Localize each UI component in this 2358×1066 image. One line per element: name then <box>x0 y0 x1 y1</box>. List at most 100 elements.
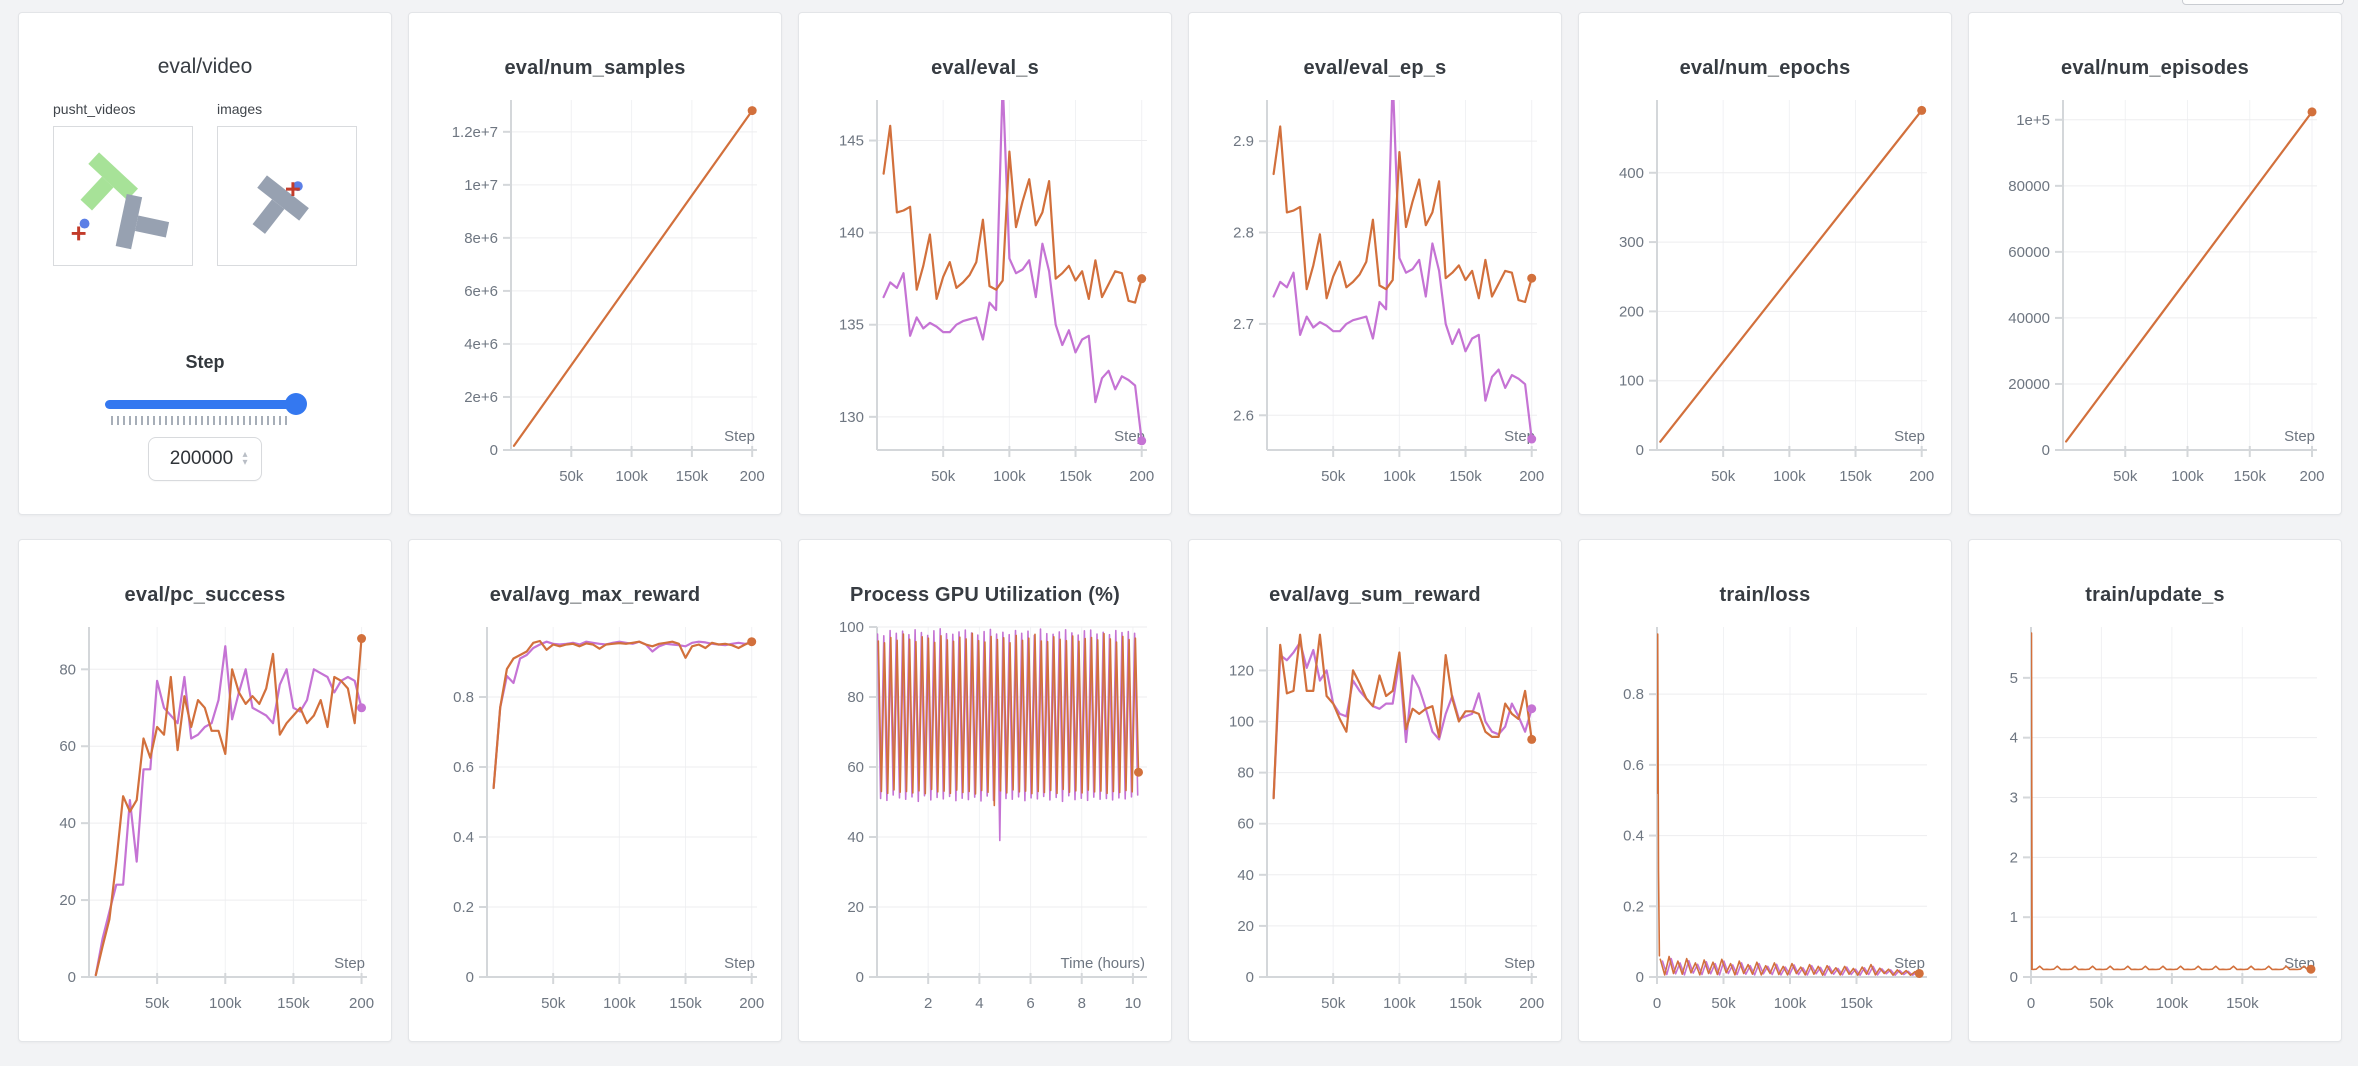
svg-text:0.6: 0.6 <box>1623 757 1644 774</box>
chart-panel: eval/pc_success 0 20 40 60 80 50k 100k 150k 200 St… <box>18 539 392 1042</box>
cropped-panel-edge <box>2182 0 2344 5</box>
pusht-scene-image <box>252 175 309 234</box>
svg-text:2e+6: 2e+6 <box>464 389 498 406</box>
svg-text:150k: 150k <box>277 995 310 1012</box>
chart-plot[interactable]: 0 20000 40000 60000 80000 1e+5 50k 100k 150k 200 S… <box>1969 84 2341 500</box>
svg-text:50k: 50k <box>559 468 584 485</box>
chart-plot[interactable]: 0 0.2 0.4 0.6 0.8 50k 100k 150k 200 Step <box>409 611 781 1027</box>
svg-text:0.6: 0.6 <box>453 759 474 776</box>
thumbnail-images[interactable]: images <box>217 101 357 266</box>
svg-text:1e+7: 1e+7 <box>464 177 498 194</box>
svg-text:100k: 100k <box>209 995 242 1012</box>
chart-panel: eval/eval_s 130 135 140 145 50k 100k 150k 200 Ste… <box>798 12 1172 515</box>
step-slider-label: Step <box>185 352 225 372</box>
step-number-input-box[interactable]: ▴ ▾ <box>148 437 262 481</box>
svg-text:3: 3 <box>2010 790 2018 807</box>
svg-text:50k: 50k <box>541 995 566 1012</box>
svg-text:4e+6: 4e+6 <box>464 336 498 353</box>
svg-text:8: 8 <box>1078 995 1086 1012</box>
thumbnail-label: images <box>217 101 263 117</box>
svg-text:100k: 100k <box>993 468 1026 485</box>
step-number-input[interactable] <box>162 447 241 471</box>
svg-text:120: 120 <box>1229 662 1254 679</box>
chart-plot[interactable]: 0 20 40 60 80 50k 100k 150k 200 Step <box>19 611 391 1027</box>
pusht-scene-image <box>71 152 170 250</box>
number-steppers[interactable]: ▴ ▾ <box>242 449 248 468</box>
chart-title: eval/eval_s <box>931 57 1039 79</box>
svg-text:40: 40 <box>59 815 76 832</box>
chart-title: eval/avg_max_reward <box>489 584 701 606</box>
chart-plot[interactable]: 0 0.2 0.4 0.6 0.8 0 50k 100k 150k Step <box>1579 611 1951 1027</box>
svg-text:200: 200 <box>2300 468 2325 485</box>
svg-text:8e+6: 8e+6 <box>464 230 498 247</box>
svg-text:40: 40 <box>1237 867 1254 884</box>
svg-text:100: 100 <box>1229 714 1254 731</box>
images-frame[interactable] <box>217 126 357 266</box>
chart-panel: eval/avg_sum_reward 0 20 40 60 80 100 120 50k 100… <box>1188 539 1562 1042</box>
slider-thumb[interactable] <box>285 393 307 415</box>
x-axis-label: Step <box>1504 955 1535 972</box>
svg-text:200: 200 <box>1619 303 1644 320</box>
svg-text:2.7: 2.7 <box>1233 316 1254 333</box>
svg-text:150k: 150k <box>1449 995 1482 1012</box>
chart-plot[interactable]: 0 20 40 60 80 100 120 50k 100k 150k 200 Step <box>1189 611 1561 1027</box>
slider-track[interactable] <box>105 400 303 409</box>
chart-panel: Process GPU Utilization (%) 0 20 40 60 80 100 2… <box>798 539 1172 1042</box>
chart-title: Process GPU Utilization (%) <box>850 584 1120 606</box>
svg-text:80: 80 <box>1237 765 1254 782</box>
svg-text:2: 2 <box>2010 849 2018 866</box>
gray-t-shape <box>252 175 309 234</box>
chart-panel: eval/num_epochs 0 100 200 300 400 50k 100k 150k 2… <box>1578 12 1952 515</box>
chart-title: eval/eval_ep_s <box>1303 57 1447 79</box>
svg-text:150k: 150k <box>2233 468 2266 485</box>
x-axis-label: Step <box>724 955 755 972</box>
svg-text:50k: 50k <box>1711 468 1736 485</box>
svg-text:60: 60 <box>1237 816 1254 833</box>
x-axis-label: Step <box>1504 428 1535 445</box>
chart-plot[interactable]: 0 20 40 60 80 100 2 4 6 8 10 Time (hours) <box>799 611 1171 1027</box>
chart-panel: eval/avg_max_reward 0 0.2 0.4 0.6 0.8 50k 100k 1… <box>408 539 782 1042</box>
stepper-up-icon[interactable]: ▴ <box>242 449 248 460</box>
svg-text:6e+6: 6e+6 <box>464 283 498 300</box>
x-axis-label: Time (hours) <box>1061 955 1145 972</box>
svg-text:50k: 50k <box>1321 995 1346 1012</box>
chart-plot[interactable]: 0 2e+6 4e+6 6e+6 8e+6 1e+7 1.2e+7 50k 100k 150k 20… <box>409 84 781 500</box>
svg-text:135: 135 <box>839 317 864 334</box>
svg-text:140: 140 <box>839 225 864 242</box>
svg-text:60: 60 <box>59 738 76 755</box>
svg-text:0.2: 0.2 <box>1623 898 1644 915</box>
svg-text:2.8: 2.8 <box>1233 225 1254 242</box>
panel-title: eval/video <box>157 55 253 78</box>
svg-text:60: 60 <box>847 759 864 776</box>
svg-text:2.9: 2.9 <box>1233 133 1254 150</box>
chart-panel: train/loss 0 0.2 0.4 0.6 0.8 0 50k 100k 150k Step <box>1578 539 1952 1042</box>
svg-text:0: 0 <box>1636 969 1644 986</box>
chart-title: train/update_s <box>2085 584 2225 606</box>
chart-plot[interactable]: 2.6 2.7 2.8 2.9 50k 100k 150k 200 Step <box>1189 84 1561 500</box>
svg-text:100k: 100k <box>1773 468 1806 485</box>
thumbnail-pusht-videos[interactable]: pusht_videos <box>53 101 193 266</box>
svg-text:20000: 20000 <box>2008 376 2050 393</box>
chart-plot[interactable]: 0 100 200 300 400 50k 100k 150k 200 Step <box>1579 84 1951 500</box>
svg-text:50k: 50k <box>2113 468 2138 485</box>
svg-text:0.4: 0.4 <box>453 829 474 846</box>
svg-text:40000: 40000 <box>2008 310 2050 327</box>
svg-text:200: 200 <box>740 468 765 485</box>
svg-text:0.4: 0.4 <box>1623 828 1644 845</box>
green-t-shape <box>80 152 138 211</box>
svg-text:50k: 50k <box>145 995 170 1012</box>
svg-text:0: 0 <box>856 969 864 986</box>
svg-text:0: 0 <box>1246 969 1254 986</box>
step-slider[interactable] <box>105 393 307 415</box>
svg-text:200: 200 <box>739 995 764 1012</box>
svg-text:80: 80 <box>847 689 864 706</box>
chart-title: eval/pc_success <box>124 584 286 606</box>
svg-text:150k: 150k <box>676 468 709 485</box>
svg-text:100k: 100k <box>1383 468 1416 485</box>
stepper-down-icon[interactable]: ▾ <box>242 457 248 468</box>
pusht-video-frame[interactable] <box>53 126 193 266</box>
